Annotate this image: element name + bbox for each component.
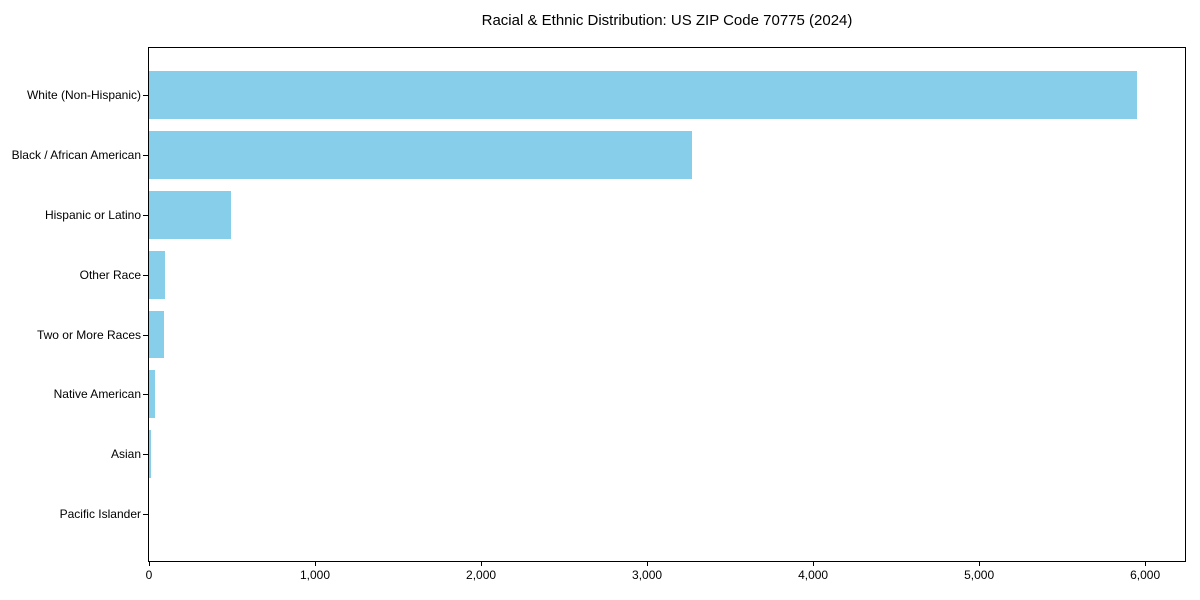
- x-tick-mark: [315, 562, 317, 566]
- y-tick-mark: [143, 454, 148, 456]
- y-tick-label-native-american: Native American: [53, 387, 141, 402]
- x-tick-mark: [149, 562, 150, 566]
- y-tick-label-black-african-american: Black / African American: [11, 148, 141, 163]
- x-tick-mark: [813, 562, 815, 566]
- y-tick-mark: [143, 274, 148, 276]
- bar-white-non-hispanic: [149, 71, 1137, 120]
- y-tick-label-asian: Asian: [110, 447, 141, 462]
- x-tick-mark: [1145, 562, 1147, 566]
- y-tick-label-pacific-islander: Pacific Islander: [59, 506, 141, 521]
- y-tick-mark: [143, 214, 148, 216]
- y-tick-mark: [143, 155, 148, 157]
- x-tick-label-4000: 4,000: [798, 568, 829, 582]
- bar-hispanic-or-latino: [149, 191, 232, 239]
- x-tick-label-2000: 2,000: [466, 568, 497, 582]
- y-tick-label-other-race: Other Race: [79, 267, 141, 282]
- chart-title: Racial & Ethnic Distribution: US ZIP Cod…: [481, 12, 853, 29]
- x-tick-label-6000: 6,000: [1130, 568, 1161, 582]
- bar-asian: [149, 430, 151, 478]
- x-tick-label-3000: 3,000: [632, 568, 663, 582]
- plot-area: [148, 47, 1186, 562]
- x-tick-mark: [481, 562, 483, 566]
- x-tick-label-0: 0: [145, 568, 153, 582]
- bar-native-american: [149, 370, 155, 419]
- y-tick-mark: [143, 334, 148, 336]
- x-tick-mark: [647, 562, 649, 566]
- y-tick-label-hispanic-or-latino: Hispanic or Latino: [44, 207, 141, 222]
- bar-other-race: [149, 250, 165, 299]
- y-tick-mark: [143, 394, 148, 396]
- bar-black-african-american: [149, 131, 692, 179]
- x-tick-mark: [979, 562, 981, 566]
- y-tick-mark: [143, 95, 148, 97]
- y-tick-mark: [143, 513, 148, 515]
- y-tick-label-two-or-more-races: Two or More Races: [36, 327, 141, 342]
- x-tick-label-1000: 1,000: [300, 568, 331, 582]
- y-tick-label-white-non-hispanic: White (Non-Hispanic): [26, 88, 141, 103]
- bar-two-or-more-races: [149, 310, 164, 359]
- x-tick-label-5000: 5,000: [964, 568, 995, 582]
